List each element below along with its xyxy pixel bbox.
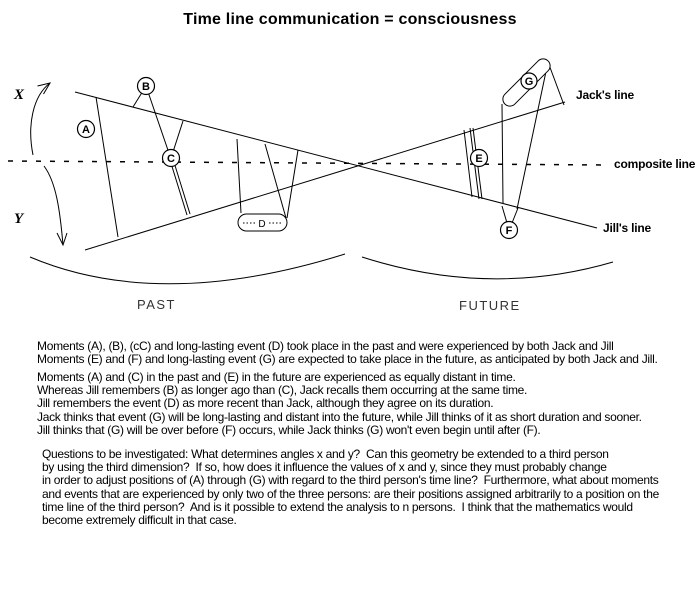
segment-g-right <box>516 61 549 210</box>
text-line: Questions to be investigated: What deter… <box>42 447 609 461</box>
text-line: Whereas Jill remembers (B) as longer ago… <box>37 383 528 398</box>
jack-line <box>84 101 566 251</box>
jill-line <box>74 91 598 229</box>
composite-line-label: composite line <box>614 157 696 171</box>
segment-c-double-2 <box>172 158 191 215</box>
text-line: become extremely difficult in that case. <box>42 513 237 528</box>
segment-f-right <box>511 207 519 224</box>
segment-a <box>95 96 119 238</box>
segment-b-to-c <box>145 85 172 160</box>
point-a-circle <box>76 119 96 139</box>
segment-c-upper <box>171 120 184 156</box>
point-b-circle <box>136 76 156 96</box>
angle-x-label: X <box>13 87 25 103</box>
text-line: Moments (A), (B), (cC) and long-lasting … <box>37 339 614 353</box>
point-c-circle <box>161 148 181 168</box>
segment-e-left <box>463 129 473 198</box>
past-label: PAST <box>137 297 176 312</box>
future-label: FUTURE <box>459 298 521 313</box>
text-line: and events that are experienced by only … <box>42 486 659 501</box>
past-arc <box>29 253 346 285</box>
event-d-shape <box>237 213 288 232</box>
paragraph-past-future-summary: Moments (A), (B), (cC) and long-lasting … <box>37 339 658 367</box>
segment-c-double-1 <box>169 159 188 216</box>
angle-y-arrow <box>43 165 64 246</box>
segment-d-right <box>286 149 299 219</box>
point-e-label: E <box>475 153 482 165</box>
text-line: by using the third dimension? If so, how… <box>42 460 607 475</box>
point-f-circle <box>499 220 519 240</box>
text-line: Moments (A) and (C) in the past and (E) … <box>37 370 516 384</box>
text-line: Jack thinks that event (G) will be long-… <box>37 409 642 424</box>
angle-y-arrowhead-icon <box>56 232 68 247</box>
segment-d-mid <box>264 143 287 219</box>
segment-d-left <box>236 138 242 214</box>
jack-line-label: Jack's line <box>576 88 635 102</box>
text-line: time line of the third person? And is it… <box>42 499 633 514</box>
point-f-label: F <box>506 225 513 237</box>
point-e-circle <box>469 148 489 168</box>
text-line: Jill remembers the event (D) as more rec… <box>37 396 494 411</box>
point-g-circle <box>520 72 538 90</box>
text-line: in order to adjust positions of (A) thro… <box>42 473 659 488</box>
point-g-label: G <box>525 76 534 88</box>
timeline-diagram: D A B C E F G Jack's line composite line… <box>7 58 696 313</box>
angle-x-arrowhead-icon <box>37 82 52 95</box>
segment-g-to-jack <box>547 61 565 106</box>
segment-g-left <box>501 103 504 204</box>
page-title: Time line communication = consciousness <box>183 11 517 28</box>
point-b-label: B <box>142 81 150 93</box>
moment-markers: A B C E F G <box>76 72 538 240</box>
jill-line-label: Jill's line <box>603 221 652 235</box>
composite-line <box>7 160 609 166</box>
segment-f-left <box>501 205 508 224</box>
text-line: Jill thinks that (G) will be over before… <box>37 422 541 437</box>
paragraph-questions: Questions to be investigated: What deter… <box>42 447 659 528</box>
future-arc <box>361 256 614 280</box>
point-d-label: D <box>258 219 265 230</box>
angle-x-arrow <box>30 82 51 156</box>
paragraph-observations: Moments (A) and (C) in the past and (E) … <box>37 370 642 437</box>
angle-y-label: Y <box>14 211 25 227</box>
point-a-label: A <box>82 124 90 136</box>
point-c-label: C <box>167 153 175 165</box>
text-line: Moments (E) and (F) and long-lasting eve… <box>37 352 658 367</box>
